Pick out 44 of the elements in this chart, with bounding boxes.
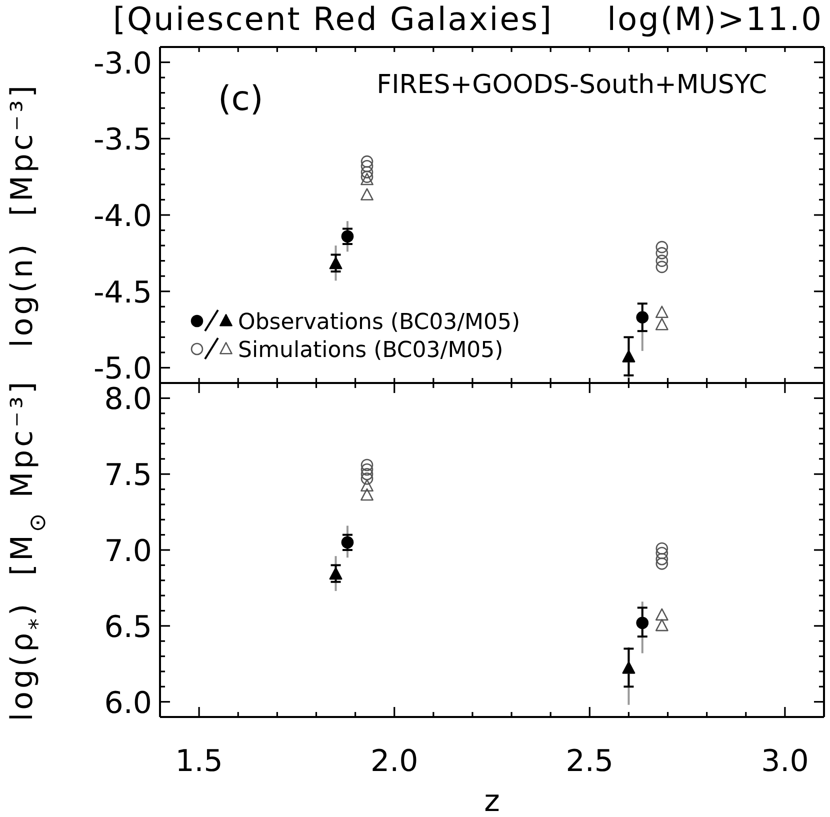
point <box>656 542 668 555</box>
annotation: (c) <box>218 79 264 119</box>
point <box>656 240 668 254</box>
point <box>360 170 374 183</box>
chart-title: [Quiescent Red Galaxies] <box>113 0 554 38</box>
y-axis-title: log(n) [Mpc⁻³] <box>5 82 40 348</box>
legend-label: Simulations (BC03/M05) <box>238 338 504 363</box>
x-tick-label: 2.0 <box>370 744 418 779</box>
annotation: FIRES+GOODS-South+MUSYC <box>376 70 767 100</box>
y-tick-label: 7.0 <box>104 534 152 569</box>
point <box>360 479 374 492</box>
point <box>360 172 374 186</box>
point <box>360 160 374 172</box>
y-tick-label: -4.0 <box>93 199 152 234</box>
point <box>655 318 668 330</box>
y-tick-label: -3.5 <box>93 122 152 158</box>
point <box>655 618 668 632</box>
y-tick-label: 6.5 <box>104 610 152 645</box>
point <box>360 472 374 485</box>
x-tick-label: 3.0 <box>761 744 809 779</box>
point <box>656 260 668 274</box>
y-tick-label: -4.5 <box>93 275 152 310</box>
point <box>655 306 668 318</box>
y-tick-label: -3.0 <box>93 46 152 82</box>
point <box>655 608 668 621</box>
point <box>360 155 374 168</box>
x-tick-label: 2.5 <box>566 744 614 779</box>
point <box>656 558 668 570</box>
point <box>360 463 374 476</box>
point <box>656 552 668 566</box>
point <box>360 488 374 501</box>
point <box>656 254 668 267</box>
legend-label: Observations (BC03/M05) <box>238 310 520 335</box>
point <box>360 166 374 178</box>
x-tick-label: 1.5 <box>175 744 223 779</box>
point <box>656 546 668 560</box>
y-tick-label: 6.0 <box>104 686 152 721</box>
point <box>360 468 374 480</box>
x-axis-title: z <box>484 784 500 817</box>
chart-subtitle: log(M)>11.0 <box>607 0 823 38</box>
point <box>360 188 374 200</box>
y-tick-label: 7.5 <box>104 458 152 494</box>
point <box>360 458 374 472</box>
point <box>656 247 668 260</box>
